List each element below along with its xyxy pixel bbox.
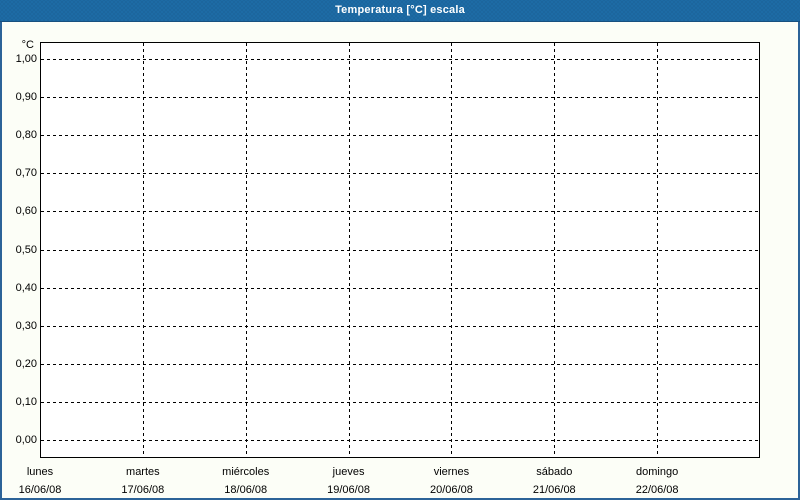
x-axis-label: lunes 16/06/08 <box>0 463 92 499</box>
x-axis-label: viernes 20/06/08 <box>399 463 503 499</box>
y-tick-label: 0,00 <box>15 434 37 446</box>
day-date-label: 20/06/08 <box>430 484 473 496</box>
day-date-label: 16/06/08 <box>18 484 62 496</box>
gridline-horizontal <box>41 325 759 327</box>
day-name-label: sábado <box>536 466 573 478</box>
y-tick-label: 0,10 <box>15 395 37 408</box>
chart-canvas: °C 1,00 0,90 0,80 0,70 0,60 0,50 0,40 0,30 0,20 0… <box>0 22 800 500</box>
day-date-label: 21/06/08 <box>532 484 576 496</box>
gridline-horizontal <box>41 135 759 137</box>
day-name-label: martes <box>126 466 160 478</box>
x-axis-label: miércoles 18/06/08 <box>194 463 298 499</box>
gridline-horizontal <box>41 97 759 99</box>
x-axis-label: domingo 22/06/08 <box>605 463 709 499</box>
day-name-label: jueves <box>332 466 365 478</box>
day-date-label: 22/06/08 <box>635 484 679 496</box>
gridline-vertical <box>142 43 144 457</box>
day-date-label: 17/06/08 <box>121 484 165 496</box>
x-axis-label: jueves 19/06/08 <box>297 463 401 499</box>
gridline-horizontal <box>41 211 759 213</box>
gridline-horizontal <box>41 440 759 441</box>
y-tick-label: 0,30 <box>15 319 37 332</box>
chart-title: Temperatura [°C] escala <box>335 4 465 16</box>
gridline-vertical <box>245 43 247 457</box>
day-date-label: 18/06/08 <box>224 484 268 496</box>
gridline-vertical <box>348 43 350 457</box>
gridline-horizontal <box>41 401 759 403</box>
y-tick-label: 1,00 <box>15 53 37 65</box>
gridline-vertical <box>451 43 453 457</box>
gridline-horizontal <box>41 173 759 175</box>
day-name-label: miércoles <box>222 466 270 478</box>
gridline-horizontal <box>41 363 759 365</box>
gridline-horizontal <box>41 59 759 60</box>
y-tick-label: 0,60 <box>15 205 37 218</box>
day-name-label: viernes <box>433 466 470 478</box>
y-tick-label: 0,50 <box>15 243 37 256</box>
x-axis-label: martes 17/06/08 <box>91 463 195 499</box>
gridline-vertical <box>554 43 556 457</box>
y-tick-label: 0,80 <box>15 129 37 142</box>
title-bar: Temperatura [°C] escala <box>0 0 800 22</box>
gridline-horizontal <box>41 287 759 289</box>
day-name-label: lunes <box>26 466 54 478</box>
y-tick-label: 0,40 <box>15 281 37 294</box>
y-tick-label: 0,70 <box>15 167 37 180</box>
y-tick-label: 0,90 <box>15 91 37 104</box>
y-tick-label: 0,20 <box>15 357 37 370</box>
gridline-horizontal <box>41 249 759 251</box>
y-axis-unit-label: °C <box>21 39 34 51</box>
gridline-vertical <box>657 43 659 457</box>
x-axis-label: sábado 21/06/08 <box>502 463 606 499</box>
day-date-label: 19/06/08 <box>327 484 370 496</box>
day-name-label: domingo <box>636 466 679 478</box>
plot-area <box>40 42 760 458</box>
